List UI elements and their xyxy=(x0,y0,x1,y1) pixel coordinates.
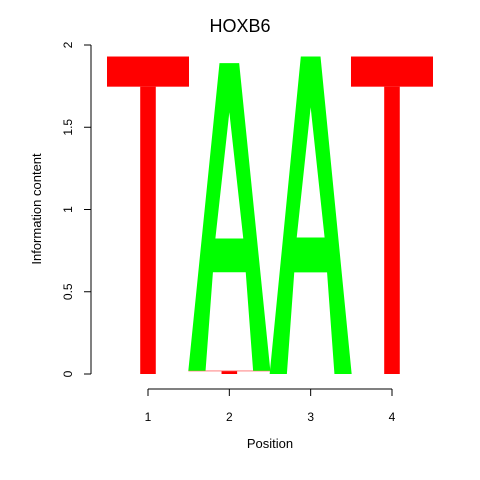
logo-letters xyxy=(107,56,433,374)
letter-t-position-1 xyxy=(107,56,189,374)
x-tick-label: 2 xyxy=(226,410,233,424)
y-ticks: 0 0.5 1 1.5 2 xyxy=(61,41,91,377)
x-axis-label: Position xyxy=(247,436,293,451)
letter-t-stem xyxy=(140,86,156,374)
x-ticks: 1 2 3 4 xyxy=(145,389,396,424)
letter-t-bar xyxy=(350,56,433,87)
x-tick-label: 3 xyxy=(307,410,314,424)
chart-title: HOXB6 xyxy=(209,16,270,36)
letter-a-shape xyxy=(269,56,352,374)
letter-t-stem xyxy=(221,371,238,374)
letter-a-shape xyxy=(188,63,271,371)
letter-t-stem xyxy=(384,86,400,374)
x-tick-label: 1 xyxy=(145,410,152,424)
letter-t-position-4 xyxy=(350,56,433,374)
x-axis: 1 2 3 4 Position xyxy=(145,388,396,451)
letter-t-position-2 xyxy=(188,370,271,374)
letter-a-position-2 xyxy=(188,63,271,371)
y-axis: 0 0.5 1 1.5 2 Information content xyxy=(29,41,92,377)
y-tick-label: 0 xyxy=(61,370,75,377)
letter-a-position-3 xyxy=(269,56,352,374)
x-tick-label: 4 xyxy=(389,410,396,424)
y-tick-label: 0.5 xyxy=(61,283,75,300)
letter-t-bar xyxy=(188,370,271,372)
y-tick-label: 2 xyxy=(61,41,75,48)
y-tick-label: 1 xyxy=(61,206,75,213)
y-axis-label: Information content xyxy=(29,153,44,265)
y-tick-label: 1.5 xyxy=(61,119,75,136)
letter-t-bar xyxy=(107,56,189,87)
